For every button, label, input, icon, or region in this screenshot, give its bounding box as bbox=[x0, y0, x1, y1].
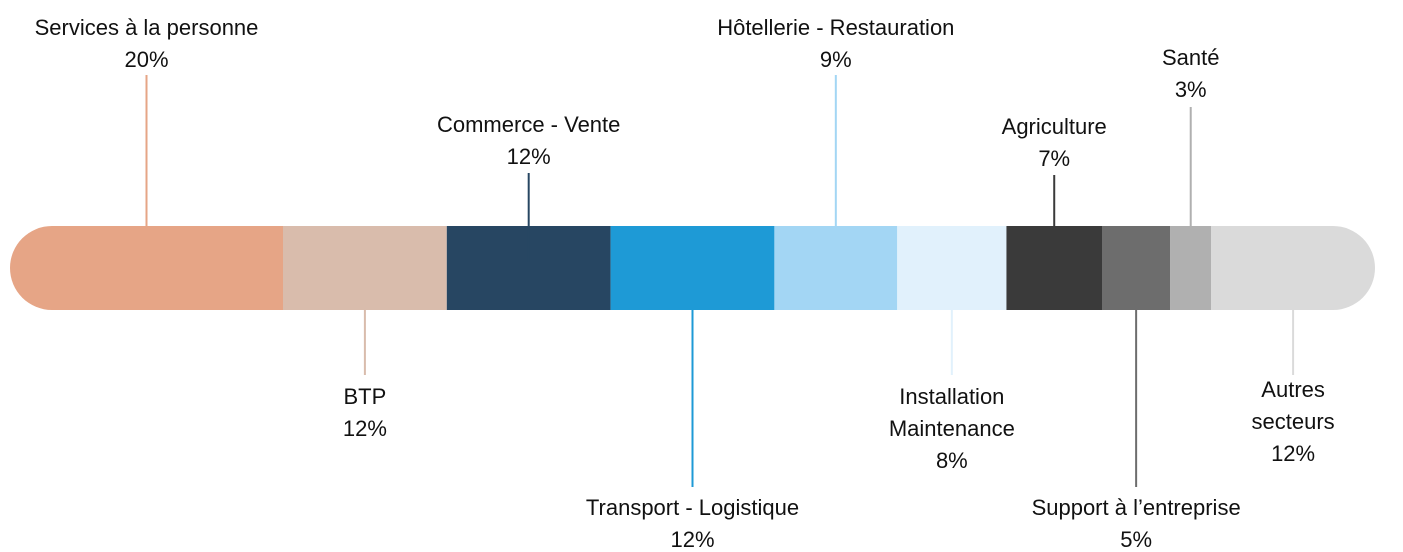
category-label: Transport - Logistique bbox=[585, 495, 800, 520]
bar-segment bbox=[1211, 226, 1375, 310]
category-label: Commerce - Vente bbox=[436, 112, 621, 137]
bar bbox=[10, 226, 1375, 310]
value-label: 12% bbox=[1271, 441, 1316, 466]
segment-label: Installation Maintenance 8% bbox=[889, 381, 1015, 477]
bar-segment bbox=[610, 226, 775, 310]
bar-segment bbox=[1170, 226, 1212, 310]
category-label: Installation Maintenance bbox=[888, 384, 1015, 441]
segment-label: Santé 3% bbox=[1162, 42, 1220, 106]
category-label: BTP bbox=[343, 384, 387, 409]
bar-segment bbox=[774, 226, 898, 310]
value-label: 3% bbox=[1174, 77, 1207, 102]
category-label: Autres secteurs bbox=[1251, 377, 1335, 434]
category-label: Santé bbox=[1161, 45, 1220, 70]
segment-label: Commerce - Vente 12% bbox=[437, 109, 620, 173]
bar-segment bbox=[1006, 226, 1102, 310]
category-label: Support à l’entreprise bbox=[1031, 495, 1241, 520]
value-label: 12% bbox=[342, 416, 387, 441]
segment-label: Agriculture 7% bbox=[1002, 111, 1107, 175]
segment-label: Transport - Logistique 12% bbox=[586, 492, 799, 552]
value-label: 12% bbox=[506, 144, 551, 169]
bar-segment bbox=[897, 226, 1007, 310]
bar-segment bbox=[1102, 226, 1171, 310]
value-label: 8% bbox=[935, 448, 968, 473]
value-label: 9% bbox=[819, 47, 852, 72]
value-label: 7% bbox=[1038, 146, 1071, 171]
leaders bbox=[145, 75, 1295, 487]
category-label: Services à la personne bbox=[34, 15, 259, 40]
segment-label: Autres secteurs 12% bbox=[1238, 374, 1348, 470]
segment-label: Hôtellerie - Restauration 9% bbox=[717, 12, 954, 76]
value-label: 20% bbox=[124, 47, 169, 72]
value-label: 5% bbox=[1120, 527, 1153, 552]
bar-segment bbox=[10, 226, 283, 310]
segment-label: BTP 12% bbox=[343, 381, 387, 445]
segment-label: Support à l’entreprise 5% bbox=[1032, 492, 1241, 552]
value-label: 12% bbox=[670, 527, 715, 552]
category-label: Agriculture bbox=[1001, 114, 1107, 139]
segment-label: Services à la personne 20% bbox=[35, 12, 259, 76]
category-label: Hôtellerie - Restauration bbox=[717, 15, 955, 40]
bar-segment bbox=[283, 226, 447, 310]
